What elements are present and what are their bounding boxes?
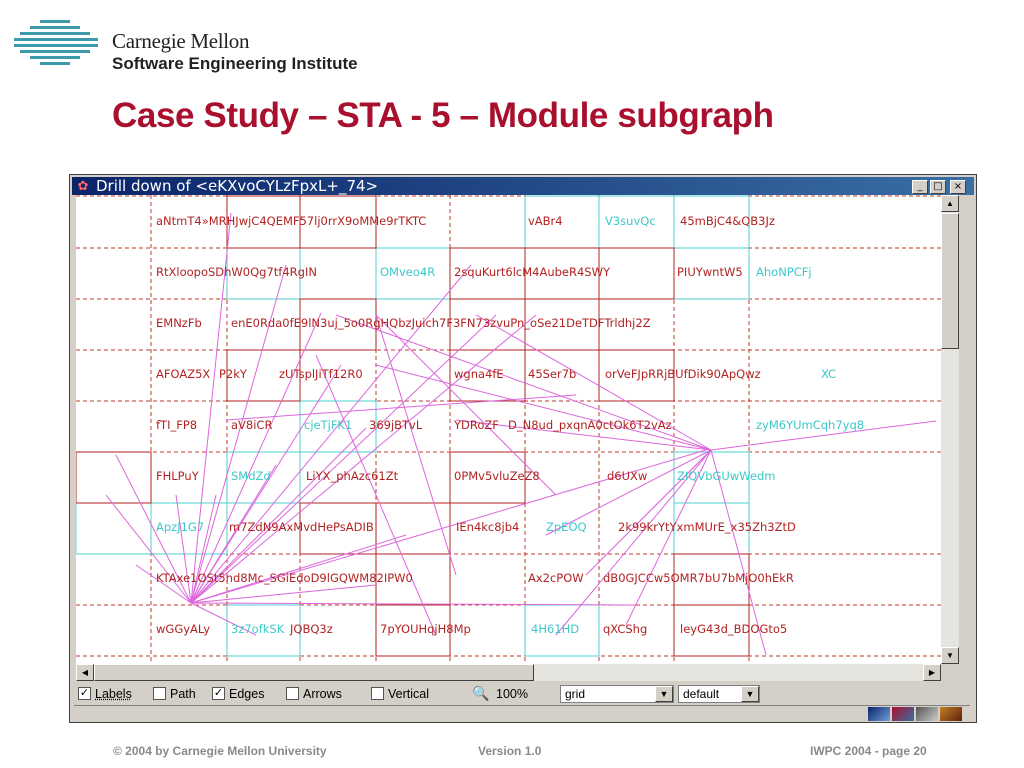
footer-version: Version 1.0 xyxy=(478,744,542,758)
zoom-level: 100% xyxy=(496,687,528,701)
vertical-scroll-thumb[interactable] xyxy=(941,213,959,349)
vertical-label: Vertical xyxy=(388,687,429,701)
java-icon xyxy=(868,707,890,721)
node-label[interactable]: V3suvQc xyxy=(605,214,656,228)
layout-select[interactable]: grid ▼ xyxy=(560,685,674,703)
arrows-label: Arrows xyxy=(303,687,342,701)
node-label[interactable]: wgna4fE xyxy=(454,367,504,381)
node-label[interactable]: 7pYOUHqjH8Mp xyxy=(380,622,471,636)
footer-page: IWPC 2004 - page 20 xyxy=(810,744,927,758)
node-label[interactable]: qXCShg xyxy=(603,622,648,636)
status-bar xyxy=(74,705,970,722)
path-label: Path xyxy=(170,687,196,701)
vertical-scrollbar[interactable]: ▲ ▼ xyxy=(941,195,959,664)
node-label[interactable]: enE0Rda0fE9lN3uj_5o0RgHQbzJuich7F3FN73zv… xyxy=(231,316,651,330)
window-titlebar[interactable]: ✿ Drill down of <eKXvoCYLzFpxL+_74> _ □ … xyxy=(72,177,974,195)
style-select-value: default xyxy=(683,687,720,701)
node-label[interactable]: ZpEOQ xyxy=(546,520,587,534)
node-label[interactable]: 2k99krYtYxmMUrE_x35Zh3ZtD xyxy=(618,520,796,534)
node-label[interactable]: P2kY xyxy=(219,367,247,381)
node-label[interactable]: EMNzFb xyxy=(156,316,202,330)
graph-canvas[interactable]: aNtmT4»MRHJwjC4QEMF57lj0rrX9oMMe9rTKTC v… xyxy=(76,195,941,664)
node-label[interactable]: KTAxe1OSt5nd8Mc_SGiEdoD9lGQWM82IPW0 xyxy=(156,571,413,585)
edges-label: Edges xyxy=(229,687,265,701)
node-label[interactable]: ApzJ1G7 xyxy=(156,520,205,534)
node-label[interactable]: 45Ser7b xyxy=(528,367,577,381)
path-checkbox[interactable] xyxy=(153,687,166,700)
node-label[interactable]: zUTsplJiTf12R0 xyxy=(279,367,363,381)
app-icon: ✿ xyxy=(77,178,89,193)
node-label[interactable]: leyG43d_BDOGto5 xyxy=(680,622,788,636)
node-label[interactable]: FHLPuY xyxy=(156,469,199,483)
node-label[interactable]: wGGyALy xyxy=(156,622,211,636)
node-label[interactable]: 4H61HD xyxy=(531,622,580,636)
view-toolbar: ✓ Labels Path ✓ Edges Arrows Vertical 🔍 … xyxy=(74,683,974,705)
node-label[interactable]: SMdZd xyxy=(231,469,271,483)
node-label[interactable]: AhoNPCFj xyxy=(756,265,812,279)
node-label[interactable]: vABr4 xyxy=(528,214,563,228)
drill-down-window: ✿ Drill down of <eKXvoCYLzFpxL+_74> _ □ … xyxy=(69,174,977,723)
sei-logo xyxy=(14,20,98,65)
node-label[interactable]: ZIQVbGUwWedm xyxy=(677,469,776,483)
style-select[interactable]: default ▼ xyxy=(678,685,760,703)
node-label[interactable]: D_N8ud_pxqnA0ctOk6T2vAz xyxy=(508,418,672,432)
node-label[interactable]: fTI_FP8 xyxy=(156,418,198,432)
node-label[interactable]: dB0GJCCw5OMR7bU7bMjO0hEkR xyxy=(603,571,794,585)
scroll-down-icon[interactable]: ▼ xyxy=(941,647,959,664)
node-label[interactable]: AFOAZ5X xyxy=(156,367,211,381)
node-label[interactable]: LiYX_phAzc61Zt xyxy=(306,469,399,483)
minimize-button[interactable]: _ xyxy=(912,180,928,194)
maximize-button[interactable]: □ xyxy=(930,180,946,194)
node-label[interactable]: 3z7ofkSK xyxy=(231,622,285,636)
layout-select-value: grid xyxy=(565,687,586,701)
graph-drawing xyxy=(76,195,941,664)
node-label[interactable]: cjeTjFK1 xyxy=(304,418,353,432)
labels-label: Labels xyxy=(95,687,132,701)
org-subtitle: Software Engineering Institute xyxy=(112,54,358,73)
org-name: Carnegie Mellon xyxy=(112,29,250,53)
node-label[interactable]: 45mBjC4&QB3Jz xyxy=(680,214,775,228)
arrows-checkbox[interactable] xyxy=(286,687,299,700)
horizontal-scroll-thumb[interactable] xyxy=(94,664,534,681)
node-label[interactable]: 0PMv5vluZeZ8 xyxy=(454,469,540,483)
chevron-down-icon[interactable]: ▼ xyxy=(741,686,759,702)
scroll-up-icon[interactable]: ▲ xyxy=(941,195,959,212)
vertical-checkbox[interactable] xyxy=(371,687,384,700)
zoom-icon[interactable]: 🔍 xyxy=(472,685,490,701)
edges-checkbox[interactable]: ✓ xyxy=(212,687,225,700)
node-label[interactable]: aV8iCR xyxy=(231,418,273,432)
status-icons xyxy=(868,707,966,721)
tool-icon xyxy=(916,707,938,721)
labels-checkbox[interactable]: ✓ xyxy=(78,687,91,700)
slide-title: Case Study – STA - 5 – Module subgraph xyxy=(112,96,774,135)
node-label[interactable]: RtXloopoSDhW0Qg7tf4RgIN xyxy=(156,265,317,279)
node-label[interactable]: OMveo4R xyxy=(380,265,436,279)
node-label[interactable]: PIUYwntW5 xyxy=(677,265,743,279)
graph-icon xyxy=(892,707,914,721)
scroll-left-icon[interactable]: ◀ xyxy=(76,664,94,681)
close-button[interactable]: × xyxy=(950,180,966,194)
node-label[interactable]: m7ZdN9AxMvdHePsADIB xyxy=(229,520,374,534)
node-label[interactable]: Ax2cPOW xyxy=(528,571,584,585)
node-label[interactable]: orVeFJpRRjBUfDik90ApQwz xyxy=(605,367,761,381)
node-label[interactable]: JQBQ3z xyxy=(290,622,333,636)
node-label[interactable]: aNtmT4»MRHJwjC4QEMF57lj0rrX9oMMe9rTKTC xyxy=(156,214,427,228)
node-label[interactable]: 2squKurt6lcM4AubeR4SWY xyxy=(454,265,610,279)
footer-copyright: © 2004 by Carnegie Mellon University xyxy=(113,744,327,758)
node-label[interactable]: zyM6YUmCqh7yq8 xyxy=(756,418,865,432)
node-label[interactable]: 369jBTvL xyxy=(369,418,423,432)
node-label[interactable]: YDRoZF xyxy=(454,418,499,432)
horizontal-scrollbar[interactable]: ◀ ▶ xyxy=(76,664,941,681)
cup-icon xyxy=(940,707,962,721)
scroll-right-icon[interactable]: ▶ xyxy=(923,664,941,681)
node-label[interactable]: d6UXw xyxy=(607,469,648,483)
window-title: Drill down of <eKXvoCYLzFpxL+_74> xyxy=(96,177,379,195)
node-label[interactable]: XC xyxy=(821,367,837,381)
chevron-down-icon[interactable]: ▼ xyxy=(655,686,673,702)
node-label[interactable]: IEn4kc8jb4 xyxy=(456,520,520,534)
